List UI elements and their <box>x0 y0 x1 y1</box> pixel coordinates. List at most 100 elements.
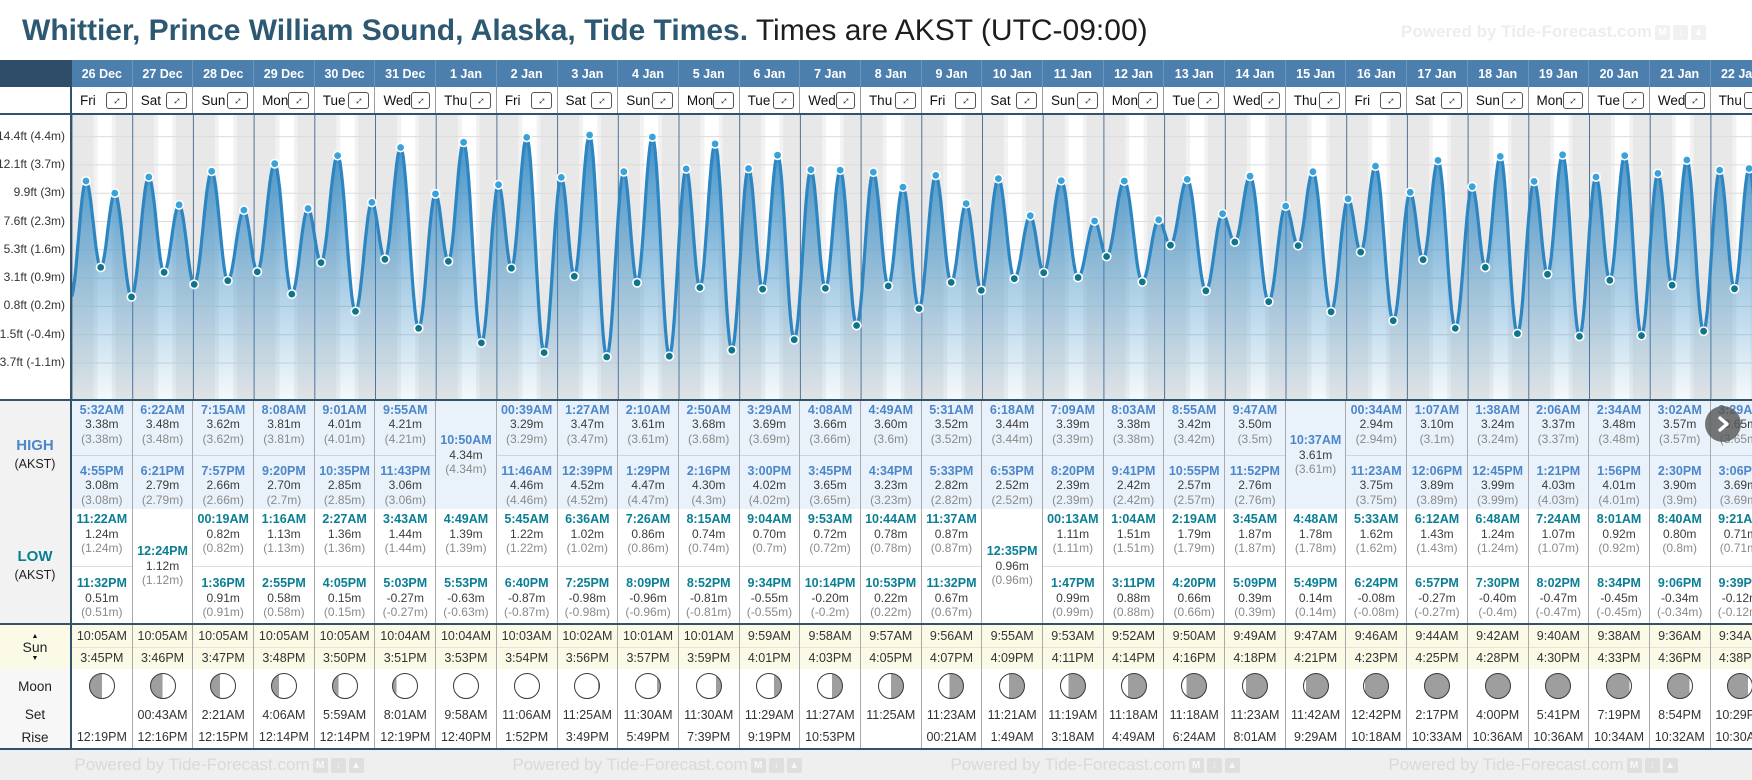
low-tide-marker[interactable] <box>126 291 137 302</box>
low-tide-marker[interactable] <box>1542 269 1553 280</box>
expand-day-button[interactable]: ↔ <box>1198 91 1220 109</box>
expand-day-button[interactable]: ↔ <box>1501 91 1523 109</box>
expand-day-button[interactable]: ↔ <box>1076 91 1098 109</box>
low-tide-marker[interactable] <box>1729 283 1740 294</box>
low-tide-marker[interactable] <box>159 267 170 278</box>
low-tide-marker[interactable] <box>286 289 297 300</box>
low-tide-marker[interactable] <box>1355 247 1366 258</box>
low-tide-marker[interactable] <box>851 320 862 331</box>
low-tide-marker[interactable] <box>476 337 487 348</box>
expand-day-button[interactable]: ↔ <box>469 91 491 109</box>
high-tide-marker[interactable] <box>1652 168 1663 179</box>
high-tide-marker[interactable] <box>1529 176 1540 187</box>
high-tide-marker[interactable] <box>868 167 879 178</box>
low-tide-marker[interactable] <box>1480 262 1491 273</box>
high-tide-marker[interactable] <box>1590 172 1601 183</box>
expand-day-button[interactable]: ↔ <box>1137 91 1159 109</box>
low-tide-marker[interactable] <box>569 271 580 282</box>
low-tide-marker[interactable] <box>1388 315 1399 326</box>
expand-day-button[interactable]: ↔ <box>894 91 916 109</box>
expand-day-button[interactable]: ↔ <box>1319 91 1341 109</box>
high-tide-marker[interactable] <box>584 130 595 141</box>
high-tide-marker[interactable] <box>556 172 567 183</box>
expand-day-button[interactable]: ↔ <box>105 91 127 109</box>
high-tide-marker[interactable] <box>1370 161 1381 172</box>
low-tide-marker[interactable] <box>632 277 643 288</box>
low-tide-marker[interactable] <box>664 351 675 362</box>
low-tide-marker[interactable] <box>1200 285 1211 296</box>
low-tide-marker[interactable] <box>694 282 705 293</box>
low-tide-marker[interactable] <box>379 254 390 265</box>
high-tide-marker[interactable] <box>618 166 629 177</box>
high-tide-marker[interactable] <box>993 173 1004 184</box>
low-tide-marker[interactable] <box>1293 240 1304 251</box>
low-tide-marker[interactable] <box>1038 267 1049 278</box>
expand-day-button[interactable]: ↔ <box>1744 91 1752 109</box>
high-tide-marker[interactable] <box>366 197 377 208</box>
expand-day-button[interactable]: ↔ <box>1380 91 1402 109</box>
low-tide-marker[interactable] <box>1229 237 1240 248</box>
expand-day-button[interactable]: ↔ <box>1622 91 1644 109</box>
high-tide-marker[interactable] <box>1280 201 1291 212</box>
high-tide-marker[interactable] <box>647 132 658 143</box>
low-tide-marker[interactable] <box>1418 254 1429 265</box>
low-tide-marker[interactable] <box>789 334 800 345</box>
high-tide-marker[interactable] <box>1153 214 1164 225</box>
low-tide-marker[interactable] <box>252 266 263 277</box>
high-tide-marker[interactable] <box>835 165 846 176</box>
high-tide-marker[interactable] <box>1432 155 1443 166</box>
high-tide-marker[interactable] <box>1681 155 1692 166</box>
expand-day-button[interactable]: ↔ <box>955 91 977 109</box>
low-tide-marker[interactable] <box>601 351 612 362</box>
low-tide-marker[interactable] <box>539 347 550 358</box>
high-tide-marker[interactable] <box>238 205 249 216</box>
low-tide-marker[interactable] <box>1450 323 1461 334</box>
high-tide-marker[interactable] <box>1714 165 1725 176</box>
expand-day-button[interactable]: ↔ <box>713 91 734 109</box>
next-days-button[interactable] <box>1705 406 1741 442</box>
high-tide-marker[interactable] <box>521 132 532 143</box>
low-tide-marker[interactable] <box>1636 330 1647 341</box>
high-tide-marker[interactable] <box>269 158 280 169</box>
low-tide-marker[interactable] <box>913 303 924 314</box>
high-tide-marker[interactable] <box>1217 208 1228 219</box>
high-tide-marker[interactable] <box>1343 193 1354 204</box>
low-tide-marker[interactable] <box>443 256 454 267</box>
low-tide-marker[interactable] <box>1101 251 1112 262</box>
expand-day-button[interactable]: ↔ <box>1260 91 1280 109</box>
low-tide-marker[interactable] <box>726 345 737 356</box>
expand-day-button[interactable]: ↔ <box>410 91 431 109</box>
low-tide-marker[interactable] <box>350 306 361 317</box>
expand-day-button[interactable]: ↔ <box>1685 91 1705 109</box>
low-tide-marker[interactable] <box>1137 276 1148 287</box>
expand-day-button[interactable]: ↔ <box>651 91 673 109</box>
high-tide-marker[interactable] <box>1495 151 1506 162</box>
high-tide-marker[interactable] <box>961 198 972 209</box>
low-tide-marker[interactable] <box>1165 240 1176 251</box>
high-tide-marker[interactable] <box>80 176 91 187</box>
low-tide-marker[interactable] <box>1574 331 1585 342</box>
low-tide-marker[interactable] <box>1263 296 1274 307</box>
high-tide-marker[interactable] <box>430 188 441 199</box>
high-tide-marker[interactable] <box>206 166 217 177</box>
low-tide-marker[interactable] <box>820 283 831 294</box>
high-tide-marker[interactable] <box>174 199 185 210</box>
high-tide-marker[interactable] <box>109 188 120 199</box>
high-tide-marker[interactable] <box>332 150 343 161</box>
expand-day-button[interactable]: ↔ <box>835 91 855 109</box>
low-tide-marker[interactable] <box>1073 272 1084 283</box>
expand-day-button[interactable]: ↔ <box>348 91 370 109</box>
high-tide-marker[interactable] <box>1467 181 1478 192</box>
high-tide-marker[interactable] <box>395 142 406 153</box>
high-tide-marker[interactable] <box>681 163 692 174</box>
low-tide-marker[interactable] <box>1667 280 1678 291</box>
expand-day-button[interactable]: ↔ <box>166 91 188 109</box>
high-tide-marker[interactable] <box>930 170 941 181</box>
expand-day-button[interactable]: ↔ <box>1562 91 1584 109</box>
high-tide-marker[interactable] <box>493 179 504 190</box>
high-tide-marker[interactable] <box>1182 174 1193 185</box>
low-tide-marker[interactable] <box>757 284 768 295</box>
low-tide-marker[interactable] <box>189 279 200 290</box>
expand-day-button[interactable]: ↔ <box>530 91 552 109</box>
high-tide-marker[interactable] <box>458 137 469 148</box>
